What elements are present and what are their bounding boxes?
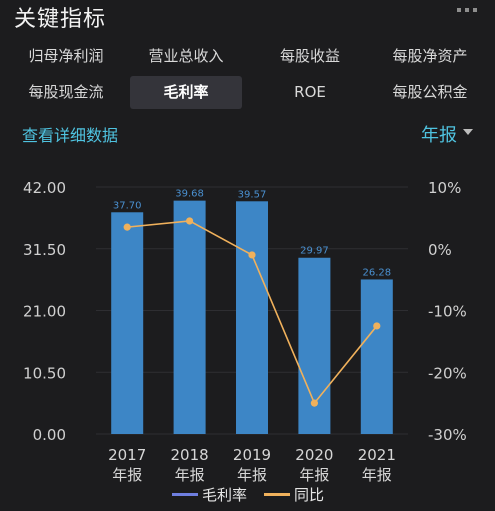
header: 关键指标 [0,0,495,32]
x-tick-label: 年报 [112,466,142,482]
chart-legend: 毛利率 同比 [0,484,495,508]
tab-gross-margin[interactable]: 毛利率 [130,76,242,109]
period-selector[interactable]: 年报 [421,125,457,146]
x-tick-label: 2017 [108,446,146,464]
x-tick-label: 年报 [175,466,205,482]
x-tick-label: 2021 [358,446,396,464]
bar [298,257,331,434]
yoy-point [248,251,256,259]
bar-value-label: 26.28 [362,267,391,278]
legend-item-yoy[interactable]: 同比 [264,484,324,505]
gross-margin-chart: 42.00 31.50 21.00 10.50 0.00 10% 0% -10% -20% -30… [23,179,467,482]
yoy-point [373,322,381,330]
page-title: 关键指标 [14,7,107,32]
tab-reserve[interactable]: 每股公积金 [392,83,468,101]
x-tick-label: 年报 [237,466,267,482]
bar-value-label: 37.70 [113,200,142,211]
tab-cash-flow[interactable]: 每股现金流 [28,83,104,101]
view-details-link[interactable]: 查看详细数据 [22,126,119,145]
yoy-point [186,217,194,225]
legend-swatch-line [264,493,290,496]
x-tick-label: 2018 [171,446,209,464]
yoy-point [310,399,318,407]
legend-label: 同比 [294,486,325,504]
x-tick-label: 2019 [233,446,271,464]
y-left-tick-label: 10.50 [23,364,66,382]
caret-down-icon[interactable] [463,129,473,135]
y-right-tick-label: -10% [428,303,467,321]
y-right-tick-label: -30% [428,426,467,444]
legend-label: 毛利率 [202,486,248,504]
y-right-tick-label: 0% [428,241,452,259]
bar [173,200,206,434]
bar-value-label: 39.68 [175,189,204,200]
yoy-point [123,223,131,231]
y-right-tick-label: -20% [428,364,467,382]
y-left-tick-label: 42.00 [23,179,66,197]
more-dots-icon[interactable] [457,8,477,12]
bar [360,279,393,434]
bar-value-label: 29.97 [300,246,329,257]
tab-revenue[interactable]: 营业总收入 [148,47,224,65]
tab-bvps[interactable]: 每股净资产 [392,47,468,65]
tab-roe[interactable]: ROE [294,83,326,101]
y-left-tick-label: 31.50 [23,241,66,259]
tab-eps[interactable]: 每股收益 [279,47,340,65]
x-tick-label: 2020 [295,446,333,464]
x-tick-label: 年报 [299,466,329,482]
bar [236,201,268,434]
bar [111,212,144,434]
x-tick-label: 年报 [362,466,392,482]
tab-net-profit[interactable]: 归母净利润 [28,47,104,65]
y-left-tick-label: 0.00 [33,426,66,444]
legend-swatch-bar [172,493,198,496]
legend-item-gross-margin[interactable]: 毛利率 [172,484,247,505]
y-left-tick-label: 21.00 [23,303,66,321]
bar-value-label: 39.57 [238,189,267,200]
y-right-tick-label: 10% [428,179,461,197]
